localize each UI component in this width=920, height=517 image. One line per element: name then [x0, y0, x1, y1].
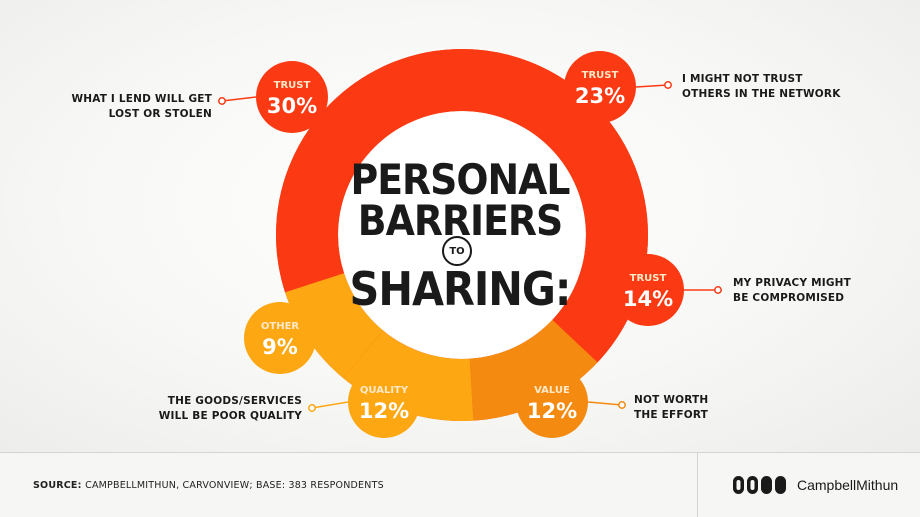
callout-leader-3: [311, 401, 349, 409]
slice-bubble-circle-3: [348, 366, 420, 438]
callout-leader-0: [635, 84, 669, 88]
slice-category-label-5: TRUST: [274, 80, 311, 91]
donut-chart: TRUST 23% TRUST 14% VALUE 12% QUALITY 12% OTHER 9…: [218, 49, 722, 438]
source-text: CAMPBELLMITHUN, CARVONVIEW; BASE: 383 RE…: [85, 480, 384, 491]
donut-slices: [276, 49, 648, 421]
slice-bubble-2: VALUE 12%: [516, 366, 588, 438]
slice-category-label-0: TRUST: [582, 70, 619, 81]
callout-leader-2: [587, 401, 623, 406]
slice-category-label-4: OTHER: [261, 321, 300, 332]
slice-bubble-circle-2: [516, 366, 588, 438]
callout-dot-1: [714, 286, 722, 294]
source-label: SOURCE:: [33, 480, 82, 491]
slice-percent-label-2: 12%: [527, 399, 577, 423]
slice-bubble-circle-5: [256, 61, 328, 133]
callout-slice-5: WHAT I LEND WILL GET LOST OR STOLEN: [71, 93, 212, 120]
slice-percent-label-3: 12%: [359, 399, 409, 423]
slice-bubble-0: TRUST 23%: [564, 51, 636, 123]
callout-dot-5: [218, 97, 226, 105]
slice-bubble-circle-1: [612, 254, 684, 326]
donut-slice-1: [276, 49, 648, 421]
slice-bubble-circle-0: [564, 51, 636, 123]
chart-area: TRUST 23% TRUST 14% VALUE 12% QUALITY 12% OTHER 9…: [0, 0, 920, 452]
callout-leader-5: [221, 96, 257, 102]
footer-divider: [697, 453, 698, 517]
chart-title-line-4: SHARING:: [349, 262, 572, 316]
slice-percent-label-1: 14%: [623, 287, 673, 311]
callout-dot-2: [618, 401, 626, 409]
callout-slice-1: MY PRIVACY MIGHT BE COMPROMISED: [733, 277, 852, 304]
slice-category-label-2: VALUE: [534, 385, 570, 396]
company-logo[interactable]: CampbellMithun: [733, 474, 898, 496]
logo-text: CampbellMithun: [797, 477, 899, 493]
donut-center: [339, 112, 585, 358]
logo-mark-icon: [733, 476, 786, 494]
callout-slice-0: I MIGHT NOT TRUST OTHERS IN THE NETWORK: [682, 73, 841, 100]
slice-bubble-4: OTHER 9%: [244, 302, 316, 374]
donut-slice-3: [276, 49, 648, 421]
slice-bubble-5: TRUST 30%: [256, 61, 328, 133]
callout-dot-3: [308, 404, 316, 412]
slice-bubble-circle-4: [244, 302, 316, 374]
slice-category-label-3: QUALITY: [360, 385, 409, 396]
slice-percent-label-5: 30%: [267, 94, 317, 118]
slice-percent-label-4: 9%: [262, 335, 298, 359]
callout-dot-0: [664, 81, 672, 89]
chart-title-connector: TO: [442, 236, 472, 266]
donut-slice-5: [276, 49, 648, 421]
slice-percent-label-0: 23%: [575, 84, 625, 108]
slice-category-label-1: TRUST: [630, 273, 667, 284]
source-note: SOURCE: CAMPBELLMITHUN, CARVONVIEW; BASE…: [33, 480, 384, 491]
callout-slice-2: NOT WORTH THE EFFORT: [634, 394, 709, 421]
footer: SOURCE: CAMPBELLMITHUN, CARVONVIEW; BASE…: [0, 452, 920, 517]
callout-slice-3: THE GOODS/SERVICES WILL BE POOR QUALITY: [158, 395, 302, 422]
chart-title-line-1: PERSONAL: [350, 155, 571, 204]
slice-bubble-3: QUALITY 12%: [348, 366, 420, 438]
slice-bubble-1: TRUST 14%: [612, 254, 684, 326]
